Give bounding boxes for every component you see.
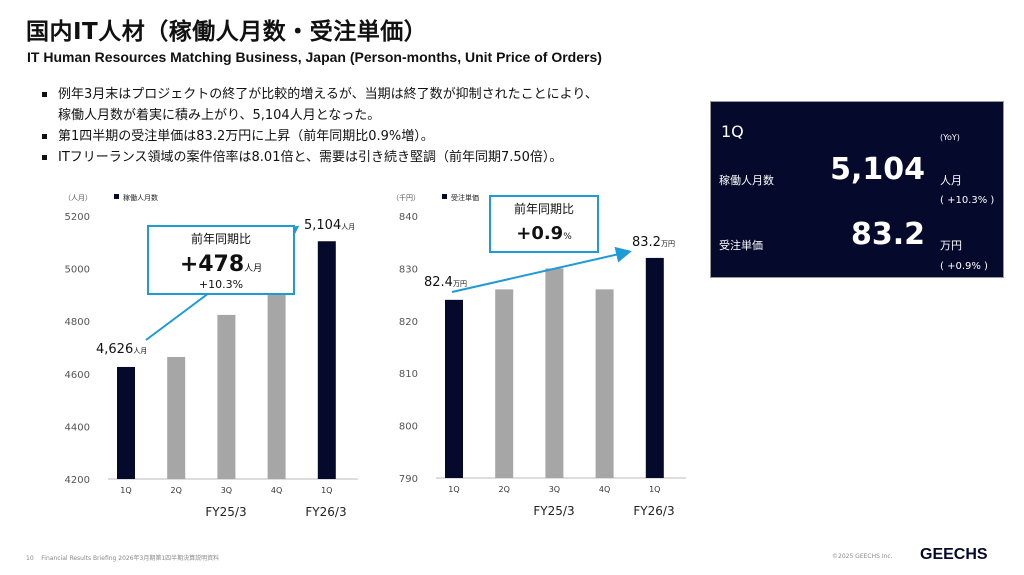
bar bbox=[267, 265, 286, 479]
y-tick-label: 810 bbox=[399, 369, 418, 380]
bullet-list: 例年3月末はプロジェクトの終了が比較的増えるが、当期は終了数が抑制されたことによ… bbox=[40, 84, 700, 168]
kpi-row1-value: 5,104 bbox=[830, 152, 925, 187]
bullet-item: ITフリーランス領域の案件倍率は8.01倍と、需要は引き続き堅調（前年同期7.5… bbox=[40, 147, 700, 168]
footer-copyright: ©2025 GEECHS Inc. bbox=[832, 553, 893, 560]
kpi-row1-unit: 人月 bbox=[940, 174, 962, 187]
y-tick-label: 800 bbox=[399, 422, 418, 433]
bullet-item-cont: 稼働人月数が着実に積み上がり、5,104人月となった。 bbox=[58, 108, 381, 123]
bar bbox=[545, 268, 564, 478]
y-tick-label: 4200 bbox=[65, 475, 90, 486]
unit-label: （人月） bbox=[64, 194, 92, 202]
x-tick-label: 4Q bbox=[271, 486, 282, 495]
legend-label: 受注単価 bbox=[451, 193, 479, 202]
callout-box bbox=[489, 195, 599, 253]
data-label-first: 82.4万円 bbox=[424, 275, 467, 290]
x-tick-label: 1Q bbox=[120, 486, 131, 495]
bar bbox=[595, 289, 614, 478]
legend-swatch bbox=[114, 194, 119, 199]
bar bbox=[495, 289, 514, 478]
page-number: 10 bbox=[26, 555, 34, 562]
unit-label: （千円） bbox=[392, 193, 420, 202]
kpi-row2-unit: 万円 bbox=[940, 239, 962, 252]
kpi-row2-value: 83.2 bbox=[850, 217, 925, 252]
callout-title: 前年同期比 bbox=[191, 231, 251, 246]
callout-pct: +10.3% bbox=[199, 278, 243, 291]
y-tick-label: 820 bbox=[399, 317, 418, 328]
bar bbox=[117, 366, 135, 479]
page-title: 国内IT人材（稼働人月数・受注単価） bbox=[26, 19, 428, 45]
kpi-period: 1Q bbox=[721, 122, 744, 141]
bar bbox=[645, 257, 664, 478]
legend-label: 稼働人月数 bbox=[123, 193, 158, 202]
callout-title: 前年同期比 bbox=[514, 201, 574, 216]
kpi-row2-yoy: ( +0.9% ) bbox=[940, 261, 988, 272]
footer-doc: 10 Financial Results Briefing 2026年3月期第1… bbox=[26, 553, 219, 562]
data-label-last: 5,104人月 bbox=[304, 218, 355, 233]
trend-arrow bbox=[451, 246, 632, 293]
x-tick-label: 3Q bbox=[549, 485, 560, 494]
x-tick-label: 1Q bbox=[448, 485, 459, 494]
fiscal-label: FY26/3 bbox=[305, 505, 346, 519]
x-tick-label: 3Q bbox=[221, 486, 232, 495]
legend-swatch bbox=[442, 194, 447, 199]
bar bbox=[317, 241, 336, 479]
y-tick-label: 790 bbox=[399, 474, 418, 485]
bullet-item: 第1四半期の受注単価は83.2万円に上昇（前年同期比0.9%増）。 bbox=[40, 126, 700, 147]
bar bbox=[445, 299, 463, 478]
y-tick-label: 4400 bbox=[65, 422, 90, 433]
bullet-item: 例年3月末はプロジェクトの終了が比較的増えるが、当期は終了数が抑制されたことによ… bbox=[40, 84, 700, 105]
kpi-row2-label: 受注単価 bbox=[719, 239, 763, 252]
callout-value: +0.9% bbox=[516, 223, 572, 244]
kpi-panel: 1Q (YoY) 稼働人月数 5,104 人月 ( +10.3% ) 受注単価 … bbox=[710, 101, 1004, 278]
y-tick-label: 4600 bbox=[65, 370, 90, 381]
company-logo: GEECHS bbox=[920, 546, 988, 563]
x-tick-label: 1Q bbox=[321, 486, 332, 495]
fiscal-label: FY25/3 bbox=[533, 504, 574, 518]
kpi-row1-yoy: ( +10.3% ) bbox=[940, 195, 995, 206]
bar bbox=[167, 356, 186, 479]
y-tick-label: 5200 bbox=[65, 212, 90, 223]
x-tick-label: 4Q bbox=[599, 485, 610, 494]
bar bbox=[217, 314, 236, 479]
footer-doc-title: Financial Results Briefing 2026年3月期第1四半期… bbox=[41, 555, 220, 562]
fiscal-label: FY26/3 bbox=[633, 504, 674, 518]
x-tick-label: 2Q bbox=[171, 486, 182, 495]
kpi-yoy-label: (YoY) bbox=[940, 133, 960, 142]
y-tick-label: 840 bbox=[399, 212, 418, 223]
y-tick-label: 830 bbox=[399, 264, 418, 275]
page-subtitle: IT Human Resources Matching Business, Ja… bbox=[27, 49, 602, 65]
y-tick-label: 4800 bbox=[65, 317, 90, 328]
y-tick-label: 5000 bbox=[65, 265, 90, 276]
callout-box bbox=[147, 225, 295, 295]
x-tick-label: 2Q bbox=[499, 485, 510, 494]
data-label-first: 4,626人月 bbox=[96, 342, 147, 357]
fiscal-label: FY25/3 bbox=[205, 505, 246, 519]
x-tick-label: 1Q bbox=[649, 485, 660, 494]
data-label-last: 83.2万円 bbox=[632, 235, 675, 250]
kpi-row1-label: 稼働人月数 bbox=[719, 174, 774, 187]
